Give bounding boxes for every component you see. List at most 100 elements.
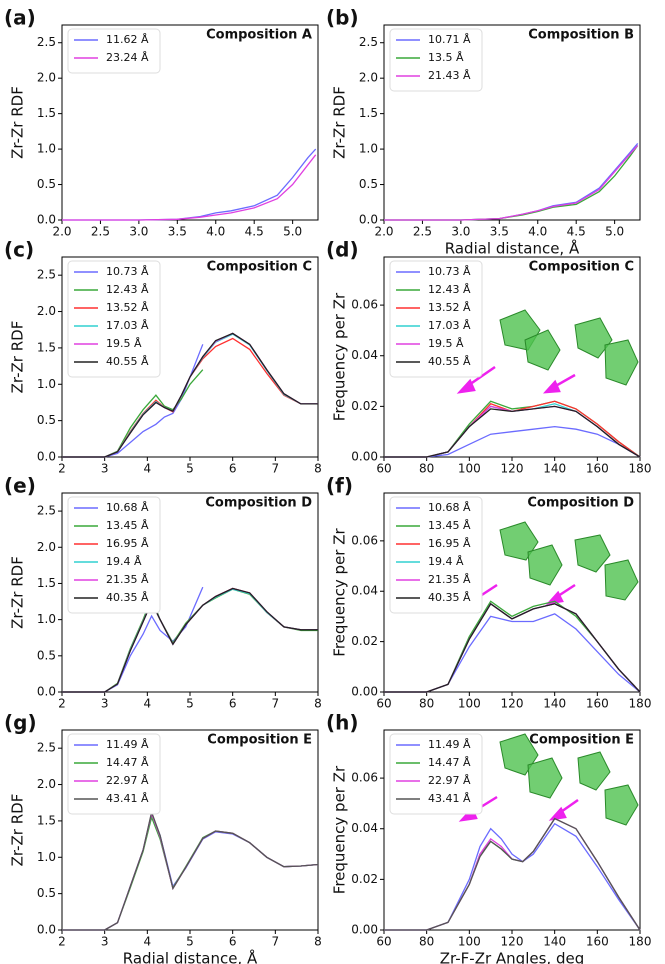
y-tick-label: 0.04 <box>351 584 378 598</box>
legend-label: 17.03 Å <box>428 319 471 332</box>
x-tick-label: 160 <box>586 462 609 476</box>
x-tick-label: 140 <box>543 935 566 949</box>
y-tick-label: 0.06 <box>351 533 378 547</box>
panel: 0.00 0.02 0.04 0.06 60 80 100 120 140 160 180 (d) Co… <box>326 238 651 476</box>
y-tick-label: 0.5 <box>37 886 56 900</box>
x-tick-label: 2 <box>58 697 66 711</box>
y-tick-label: 0.02 <box>351 399 378 413</box>
series-line <box>62 154 317 221</box>
x-tick-label: 2.5 <box>91 225 110 239</box>
legend-label: 43.41 Å <box>428 792 471 805</box>
plot-frame <box>61 24 319 221</box>
panel-label: (f) <box>326 474 353 498</box>
polyhedron <box>604 784 639 826</box>
x-tick-label: 60 <box>376 697 391 711</box>
arrow-head <box>456 378 476 394</box>
legend-label: 13.45 Å <box>106 519 149 532</box>
series-line <box>384 613 641 693</box>
y-tick-label: 0.00 <box>351 685 378 699</box>
x-tick-label: 60 <box>376 462 391 476</box>
series-line <box>384 602 641 693</box>
x-tick-label: 3 <box>101 462 109 476</box>
y-tick-label: 2.0 <box>37 304 56 318</box>
polyhedron <box>527 544 563 586</box>
series-line <box>384 145 639 221</box>
panel-title: Composition C <box>207 260 312 275</box>
y-tick-label: 2.5 <box>37 504 56 518</box>
panel-title: Composition E <box>529 733 634 748</box>
y-tick-label: 2.5 <box>37 268 56 282</box>
legend-label: 21.35 Å <box>428 573 471 586</box>
polyhedron <box>574 534 611 573</box>
y-tick-label: 0.5 <box>359 177 378 191</box>
x-tick-label: 7 <box>272 697 280 711</box>
y-tick-label: 2.0 <box>37 777 56 791</box>
x-tick-label: 6 <box>229 462 237 476</box>
x-tick-label: 8 <box>314 462 322 476</box>
polyhedron <box>604 339 639 386</box>
legend-label: 16.95 Å <box>428 537 471 550</box>
x-tick-label: 180 <box>629 697 652 711</box>
x-tick-label: 4 <box>144 697 152 711</box>
y-tick-label: 1.0 <box>359 142 378 156</box>
x-axis-label: Zr-F-Zr Angles, deg <box>440 950 584 964</box>
y-tick-label: 1.0 <box>37 142 56 156</box>
legend-label: 40.55 Å <box>428 355 471 368</box>
legend-label: 40.35 Å <box>106 591 149 604</box>
polyhedron <box>577 751 611 791</box>
legend-label: 10.68 Å <box>428 501 471 514</box>
y-tick-label: 0.0 <box>37 213 56 227</box>
legend-label: 22.97 Å <box>428 774 471 787</box>
series-line <box>384 145 639 221</box>
series-line <box>62 811 319 931</box>
y-tick-label: 0.5 <box>37 177 56 191</box>
panel: 0.0 0.5 1.0 1.5 2.0 2.5 2.0 2.5 3.0 3.5 4.0 4.5 5.0 (… <box>4 6 319 239</box>
y-tick-label: 1.0 <box>37 850 56 864</box>
legend-label: 10.68 Å <box>106 501 149 514</box>
legend-label: 22.97 Å <box>106 774 149 787</box>
x-tick-label: 160 <box>586 697 609 711</box>
legend-label: 12.43 Å <box>106 283 149 296</box>
series-line <box>62 332 318 458</box>
x-tick-label: 5 <box>186 462 194 476</box>
y-tick-label: 2.0 <box>37 540 56 554</box>
legend-label: 10.73 Å <box>428 265 471 278</box>
y-axis-label: Zr-Zr RDF <box>9 321 27 394</box>
x-tick-label: 160 <box>586 935 609 949</box>
y-tick-label: 0.5 <box>37 648 56 662</box>
x-tick-label: 8 <box>314 697 322 711</box>
panel-title: Composition D <box>205 496 312 511</box>
x-tick-label: 4.5 <box>245 225 264 239</box>
x-tick-label: 5 <box>186 935 194 949</box>
x-tick-label: 4 <box>144 462 152 476</box>
y-tick-label: 1.0 <box>37 377 56 391</box>
x-tick-label: 4.0 <box>528 225 547 239</box>
x-tick-label: 3.0 <box>451 225 470 239</box>
legend-label: 14.47 Å <box>106 756 149 769</box>
panel-label: (c) <box>4 238 34 262</box>
x-tick-label: 4 <box>144 935 152 949</box>
series-line <box>384 425 641 458</box>
y-tick-label: 0.06 <box>351 298 378 312</box>
legend-label: 21.43 Å <box>428 69 471 82</box>
x-axis-label: Radial distance, Å <box>445 239 580 258</box>
y-tick-label: 1.5 <box>37 813 56 827</box>
panel-title: Composition E <box>207 733 312 748</box>
series-line <box>62 344 204 458</box>
y-tick-label: 0.02 <box>351 872 378 886</box>
panel-label: (g) <box>4 711 37 735</box>
structure-insets <box>499 309 639 826</box>
legend-label: 13.52 Å <box>106 301 149 314</box>
legend-label: 11.49 Å <box>428 738 471 751</box>
polyhedron <box>527 757 563 799</box>
y-axis-label: Zr-Zr RDF <box>9 86 27 159</box>
panel-title: Composition B <box>528 28 634 43</box>
y-tick-label: 2.5 <box>37 741 56 755</box>
x-tick-label: 5 <box>186 697 194 711</box>
y-tick-label: 2.0 <box>359 71 378 85</box>
y-axis-label: Frequency per Zr <box>331 527 349 656</box>
x-tick-label: 80 <box>419 462 434 476</box>
y-tick-label: 0.04 <box>351 348 378 362</box>
y-tick-label: 0.0 <box>37 450 56 464</box>
x-tick-label: 100 <box>458 935 481 949</box>
